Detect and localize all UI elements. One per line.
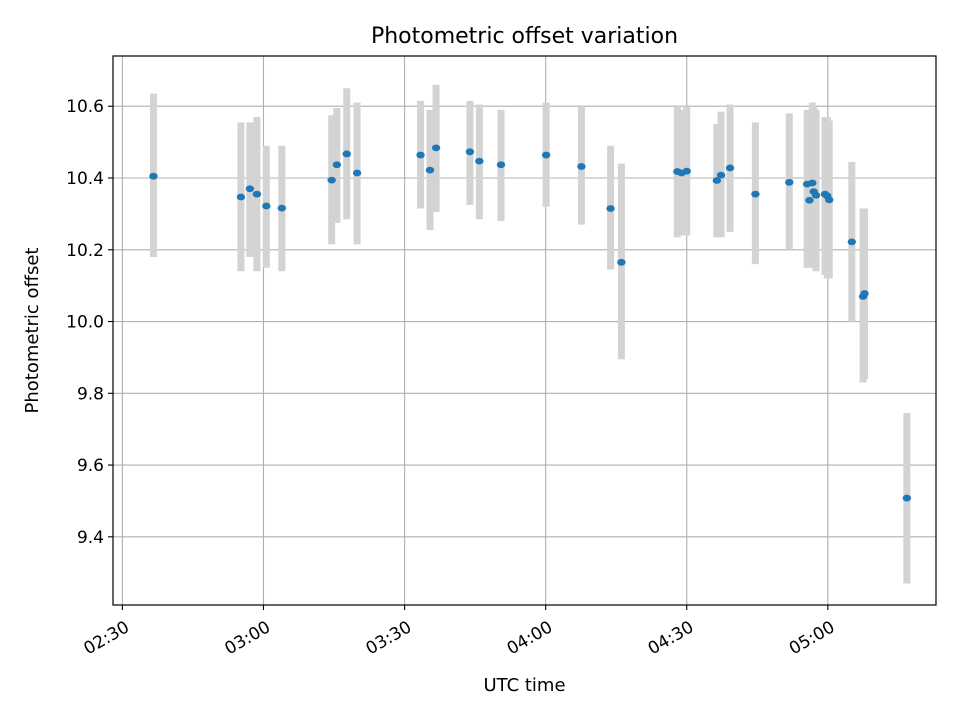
data-point bbox=[682, 167, 691, 175]
data-points bbox=[149, 144, 912, 502]
y-axis-ticks: 9.4 9.6 9.8 10.0 10.2 10.4 10.6 bbox=[66, 97, 113, 548]
data-point bbox=[332, 161, 342, 169]
chart-title: Photometric offset variation bbox=[371, 24, 678, 49]
data-point bbox=[847, 238, 857, 246]
data-point bbox=[606, 205, 615, 212]
data-point bbox=[541, 151, 551, 159]
error-bars bbox=[149, 84, 911, 584]
plot-frame bbox=[112, 55, 937, 606]
y-tick-label: 9.4 bbox=[77, 528, 104, 548]
data-point bbox=[811, 191, 821, 199]
y-tick-label: 10.2 bbox=[66, 241, 104, 261]
data-point bbox=[236, 193, 246, 201]
data-point bbox=[149, 172, 158, 180]
y-tick-label: 10.6 bbox=[66, 97, 104, 117]
data-point bbox=[352, 169, 362, 177]
data-point bbox=[425, 166, 435, 174]
data-point bbox=[262, 202, 271, 210]
y-tick-label: 9.6 bbox=[77, 456, 104, 476]
x-axis-label: UTC time bbox=[483, 675, 565, 696]
data-point bbox=[785, 178, 794, 186]
data-point bbox=[416, 151, 425, 159]
data-point bbox=[617, 258, 626, 266]
data-point bbox=[277, 204, 287, 212]
x-tick-label: 05:00 bbox=[786, 617, 838, 659]
y-axis-label: Photometric offset bbox=[22, 248, 43, 414]
data-point bbox=[475, 157, 484, 165]
x-tick-label: 04:00 bbox=[504, 617, 556, 659]
data-point bbox=[327, 176, 336, 184]
x-tick-label: 02:30 bbox=[80, 617, 132, 659]
data-point bbox=[465, 148, 475, 156]
y-tick-label: 10.4 bbox=[66, 169, 104, 189]
data-point bbox=[245, 185, 255, 193]
data-point bbox=[716, 171, 726, 179]
x-tick-label: 04:30 bbox=[645, 617, 697, 659]
data-point bbox=[805, 196, 814, 204]
y-tick-label: 10.0 bbox=[66, 313, 104, 333]
data-point bbox=[860, 290, 869, 297]
data-point bbox=[496, 161, 506, 169]
data-point bbox=[712, 177, 722, 184]
data-point bbox=[902, 494, 912, 502]
data-point bbox=[577, 163, 586, 170]
data-point bbox=[808, 179, 817, 187]
x-axis-ticks: 02:30 03:00 03:30 04:00 04:30 05:00 bbox=[80, 605, 838, 659]
x-tick-label: 03:30 bbox=[363, 617, 415, 659]
data-point bbox=[431, 144, 441, 152]
y-tick-label: 9.8 bbox=[77, 384, 104, 404]
data-point bbox=[342, 150, 351, 158]
x-tick-label: 03:00 bbox=[222, 617, 274, 659]
data-point bbox=[751, 190, 760, 198]
data-point bbox=[825, 196, 834, 204]
data-point bbox=[252, 190, 262, 198]
data-point bbox=[725, 164, 735, 172]
